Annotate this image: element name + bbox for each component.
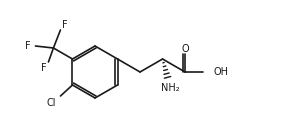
Text: F: F — [63, 20, 68, 30]
Text: F: F — [25, 41, 31, 51]
Text: O: O — [181, 44, 189, 54]
Text: NH₂: NH₂ — [161, 83, 180, 93]
Text: F: F — [41, 63, 47, 73]
Text: Cl: Cl — [47, 98, 56, 108]
Text: OH: OH — [213, 67, 228, 77]
